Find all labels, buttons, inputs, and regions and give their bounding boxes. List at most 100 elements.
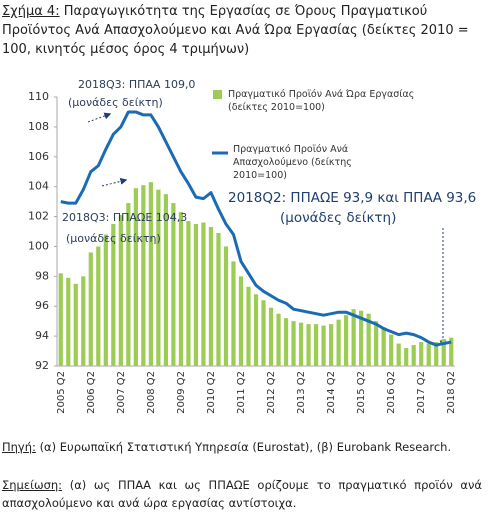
bar — [141, 185, 146, 366]
bar — [366, 313, 371, 366]
bar — [261, 300, 266, 366]
figure-label: Σχήμα 4: — [2, 4, 60, 19]
bar — [419, 342, 424, 366]
bar — [193, 224, 199, 366]
note-text: (α) ως ΠΠΑΑ και ως ΠΠΑΩΕ ορίζουμε το πρα… — [2, 478, 483, 510]
bar — [344, 315, 349, 366]
bar — [404, 348, 409, 366]
bar — [381, 327, 386, 366]
annotation: 2018Q3: ΠΠΑΑ 109,0 — [78, 78, 195, 91]
bar — [216, 232, 221, 366]
bar — [66, 277, 71, 366]
x-tick-label: 2011 Q2 — [236, 371, 247, 414]
bar — [389, 334, 394, 366]
bar — [88, 252, 93, 366]
bar — [81, 276, 86, 366]
annotation: (μονάδες δείκτη) — [68, 96, 163, 109]
bar — [359, 310, 364, 366]
bar — [178, 212, 184, 366]
bar — [321, 325, 326, 366]
source-text: (α) Ευρωπαϊκή Στατιστική Υπηρεσία (Euros… — [39, 440, 452, 454]
annotation: (μονάδες δείκτη) — [280, 210, 396, 226]
y-tick-label: 104 — [28, 180, 49, 193]
note-label: Σημείωση: — [2, 478, 63, 492]
bar — [298, 322, 304, 366]
bar — [223, 246, 229, 366]
bar — [163, 194, 168, 366]
annotation: 2018Q2: ΠΠΑΩΕ 93,9 και ΠΠΑΑ 93,6 — [228, 190, 476, 206]
bar — [156, 189, 161, 366]
x-tick-label: 2006 Q2 — [86, 371, 97, 414]
line — [60, 110, 452, 347]
bar — [133, 188, 138, 366]
bar — [396, 343, 401, 366]
bar — [411, 345, 416, 366]
bar — [374, 321, 379, 366]
bar — [291, 321, 296, 366]
bar — [313, 324, 319, 366]
y-tick-label: 110 — [28, 90, 49, 103]
bar — [58, 273, 63, 366]
y-tick-label: 102 — [28, 210, 49, 223]
bar — [283, 318, 289, 366]
bar — [96, 246, 101, 366]
bar — [253, 294, 259, 366]
annotation: (μονάδες δείκτη) — [66, 232, 161, 245]
y-tick-label: 96 — [35, 299, 49, 312]
arrow — [101, 177, 128, 187]
y-tick-label: 94 — [35, 329, 49, 342]
bar — [126, 203, 131, 366]
y-tick-label: 106 — [28, 150, 49, 163]
bar — [148, 182, 153, 366]
y-tick-label: 92 — [35, 359, 49, 372]
bar — [328, 324, 334, 366]
bar — [171, 203, 176, 366]
arrow — [87, 112, 112, 123]
legend-entry: Πραγματικό Προϊόν Ανά Απασχολούμενο (δεί… — [233, 144, 352, 181]
x-tick-label: 2016 Q2 — [386, 371, 397, 414]
bar — [426, 343, 431, 366]
x-tick-label: 2008 Q2 — [146, 371, 157, 414]
bar — [186, 221, 191, 366]
bar — [268, 307, 274, 366]
bar — [208, 227, 214, 366]
bar — [103, 234, 108, 366]
bar — [434, 342, 439, 366]
bar — [118, 215, 123, 366]
bar — [441, 339, 446, 366]
bar — [231, 261, 236, 366]
bar — [449, 337, 454, 366]
chart-title: Παραγωγικότητα της Εργασίας σε Όρους Πρα… — [2, 4, 469, 57]
annotation: 2018Q3: ΠΠΑΩΕ 104,3 — [62, 211, 187, 224]
bar — [73, 283, 78, 366]
y-tick-label: 108 — [28, 120, 49, 133]
x-tick-label: 2017 Q2 — [416, 371, 427, 414]
x-tick-label: 2018 Q2 — [446, 371, 457, 414]
y-tick-label: 100 — [28, 239, 49, 252]
bar — [336, 319, 341, 366]
y-tick-label: 98 — [35, 269, 49, 282]
bar — [111, 224, 116, 366]
legend-entry: Πραγματικό Προϊόν Ανά Ώρα Εργασίας (δείκ… — [228, 89, 415, 113]
source-label: Πηγή: — [2, 440, 36, 454]
source: Πηγή: (α) Ευρωπαϊκή Στατιστική Υπηρεσία … — [2, 438, 482, 456]
legend-swatch — [213, 90, 222, 99]
x-tick-label: 2009 Q2 — [176, 371, 187, 414]
x-tick-label: 2007 Q2 — [116, 371, 127, 414]
x-tick-label: 2012 Q2 — [266, 371, 277, 414]
bar — [238, 276, 244, 366]
note: Σημείωση: (α) ως ΠΠΑΑ και ως ΠΠΑΩΕ ορίζο… — [2, 476, 482, 512]
bar — [201, 222, 206, 366]
bar — [351, 309, 356, 366]
x-tick-label: 2010 Q2 — [206, 371, 217, 414]
x-tick-label: 2005 Q2 — [56, 371, 67, 414]
bar — [276, 313, 281, 366]
x-tick-label: 2013 Q2 — [296, 371, 307, 414]
chart-title-block: Σχήμα 4: Παραγωγικότητα της Εργασίας σε … — [2, 2, 484, 59]
x-tick-label: 2014 Q2 — [326, 371, 337, 414]
bar — [246, 286, 251, 366]
x-tick-label: 2015 Q2 — [356, 371, 367, 414]
bar — [306, 324, 311, 366]
